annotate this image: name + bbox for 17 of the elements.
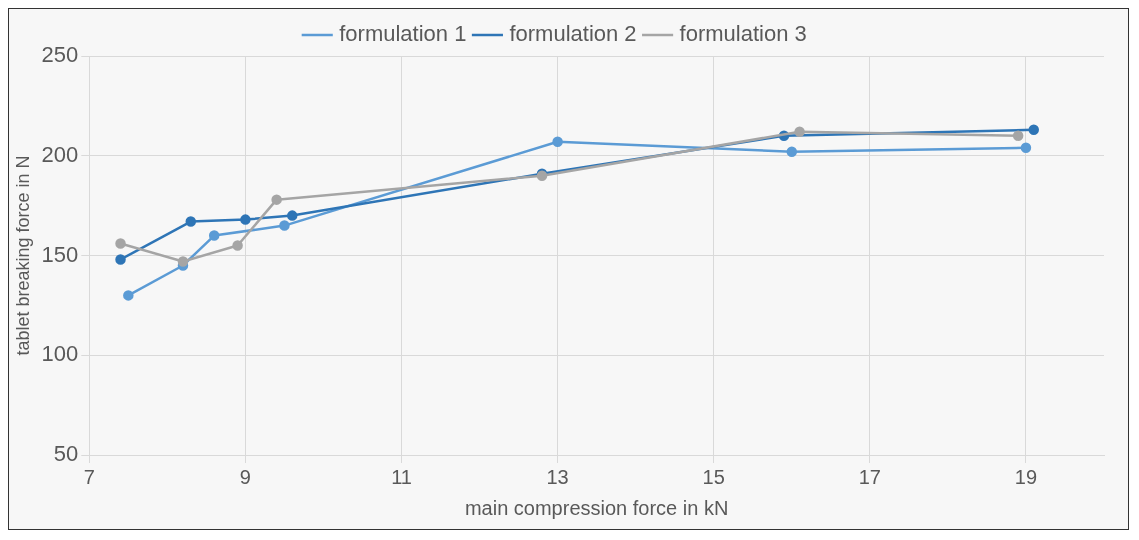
legend-label: formulation 2 xyxy=(509,21,637,47)
y-tick-label: 250 xyxy=(41,42,79,68)
x-tick-label: 15 xyxy=(702,465,725,488)
x-tick-label: 13 xyxy=(546,465,569,488)
y-tick-label: 100 xyxy=(41,341,79,367)
x-axis-title: main compression force in kN xyxy=(464,496,729,519)
y-tick-label: 50 xyxy=(53,441,79,467)
x-tick-label: 19 xyxy=(1014,465,1038,488)
y-axis-title: tablet breaking force in N xyxy=(12,155,33,356)
y-tick-label: 150 xyxy=(41,241,79,267)
x-tick-label: 7 xyxy=(83,465,95,488)
legend-label: formulation 3 xyxy=(679,21,807,47)
x-tick-label: 9 xyxy=(239,465,251,488)
x-tick-label: 17 xyxy=(858,465,881,488)
legend-label: formulation 1 xyxy=(339,21,467,47)
x-tick-label: 11 xyxy=(391,465,412,488)
y-tick-label: 200 xyxy=(41,141,79,167)
